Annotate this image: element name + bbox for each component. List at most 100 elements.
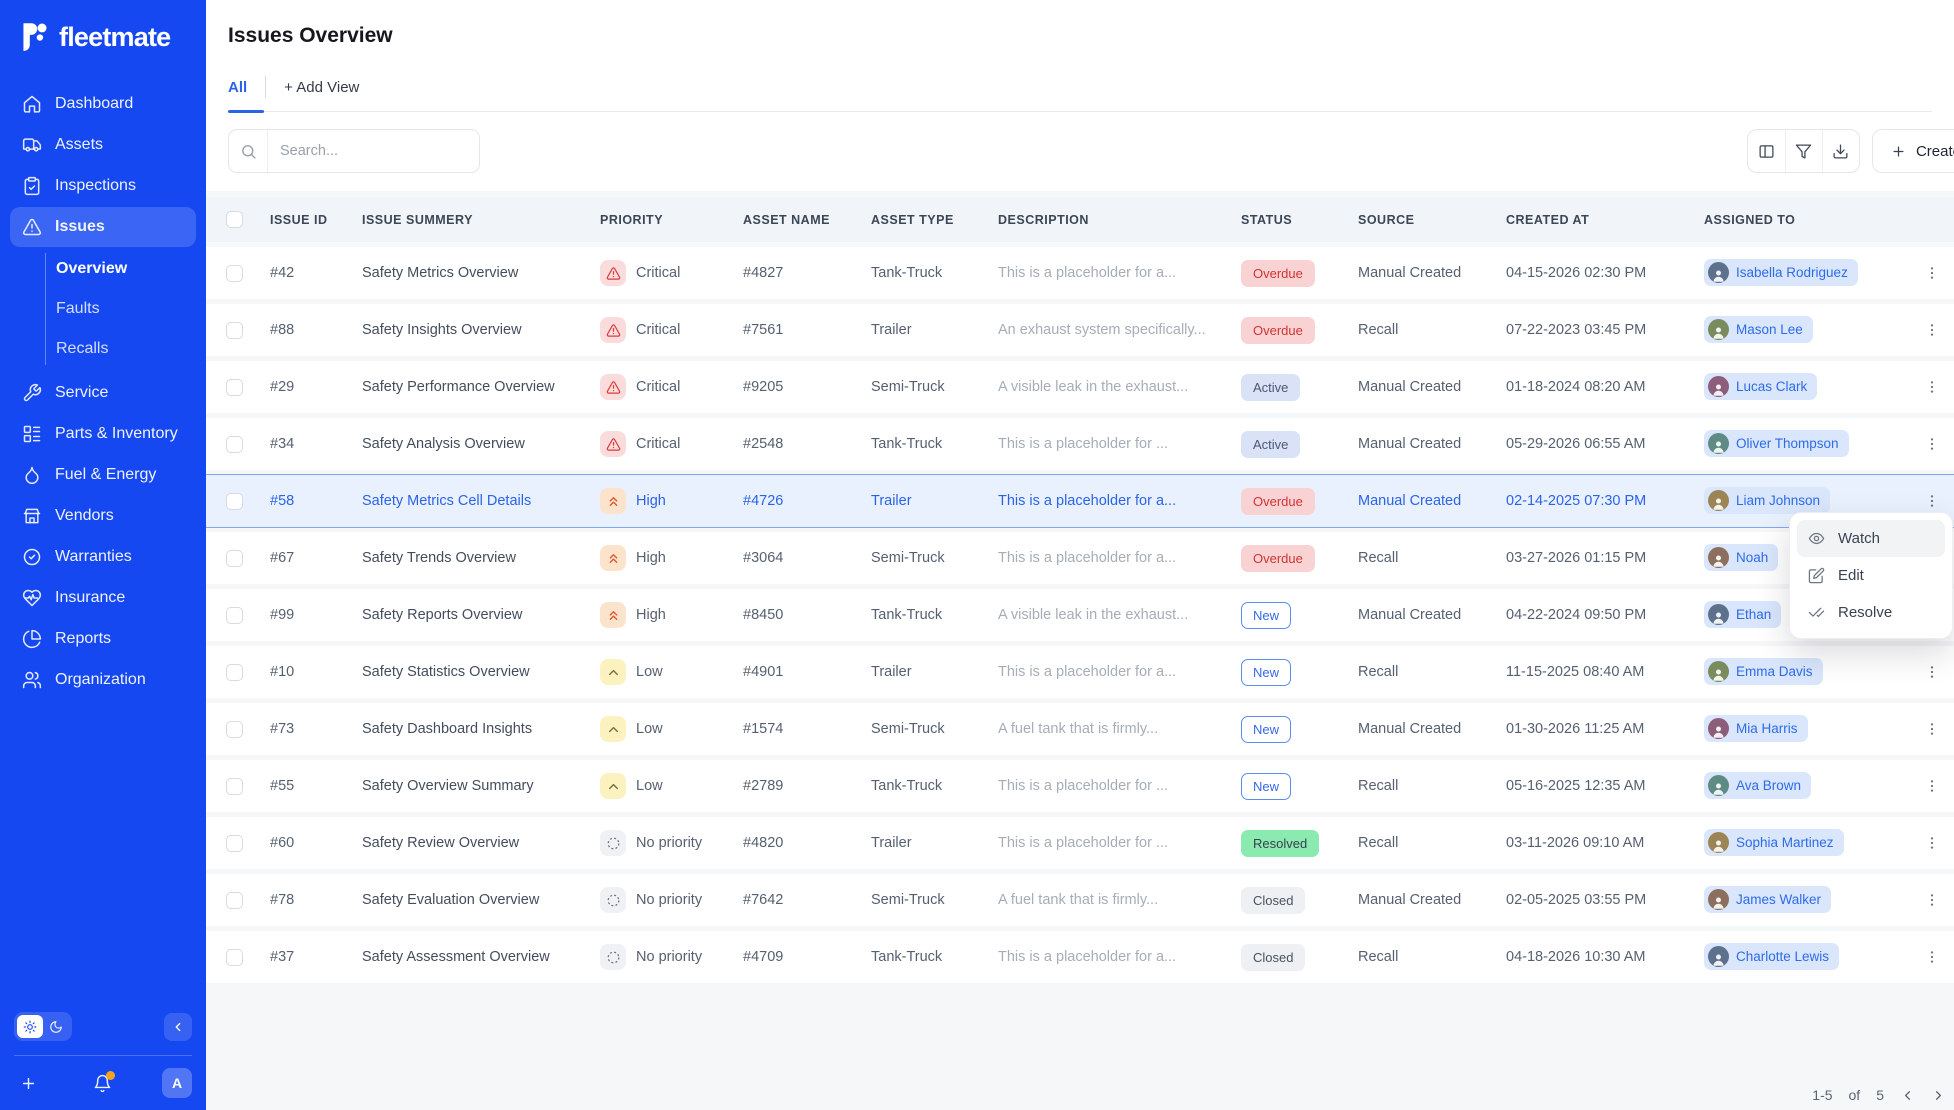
- status-cell: Overdue: [1241, 316, 1358, 344]
- row-checkbox[interactable]: [226, 435, 243, 453]
- sidebar-item-fuel-energy[interactable]: Fuel & Energy: [10, 455, 196, 495]
- assignee-pill[interactable]: Ethan: [1704, 600, 1782, 628]
- sidebar-item-vendors[interactable]: Vendors: [10, 496, 196, 536]
- chevron-up-icon: [608, 783, 618, 789]
- row-checkbox[interactable]: [226, 777, 243, 795]
- table-row[interactable]: #78 Safety Evaluation Overview No priori…: [206, 874, 1954, 926]
- assignee-pill[interactable]: Mason Lee: [1704, 315, 1813, 343]
- table-row[interactable]: #88 Safety Insights Overview Critical #7…: [206, 304, 1954, 356]
- table-row[interactable]: #73 Safety Dashboard Insights Low #1574 …: [206, 703, 1954, 755]
- status-badge: Active: [1241, 373, 1301, 401]
- user-avatar[interactable]: A: [162, 1068, 192, 1098]
- row-checkbox[interactable]: [226, 378, 243, 396]
- next-page-button[interactable]: [1931, 1088, 1946, 1103]
- row-menu-button[interactable]: [1924, 493, 1954, 509]
- assignee-pill[interactable]: Lucas Clark: [1704, 372, 1818, 400]
- sidebar-item-service[interactable]: Service: [10, 373, 196, 413]
- issue-summary-cell: Safety Overview Summary: [362, 778, 534, 794]
- sidebar-item-issues[interactable]: Issues: [10, 207, 196, 247]
- table-row[interactable]: #60 Safety Review Overview No priority #…: [206, 817, 1954, 869]
- row-checkbox[interactable]: [226, 606, 243, 624]
- download-button[interactable]: [1821, 130, 1859, 172]
- assignee-pill[interactable]: Charlotte Lewis: [1704, 942, 1840, 970]
- sidebar-item-inspections[interactable]: Inspections: [10, 166, 196, 206]
- notifications-button[interactable]: [88, 1069, 116, 1097]
- create-issue-button[interactable]: Create Issue: [1871, 129, 1954, 173]
- sidebar-subitem-overview[interactable]: Overview: [56, 260, 128, 277]
- issue-summary-cell: Safety Trends Overview: [362, 550, 516, 566]
- row-checkbox[interactable]: [226, 663, 243, 681]
- table-row[interactable]: #10 Safety Statistics Overview Low #4901…: [206, 646, 1954, 698]
- row-checkbox[interactable]: [226, 492, 243, 510]
- sidebar-item-label: Insurance: [55, 589, 126, 606]
- assignee-pill[interactable]: Sophia Martinez: [1704, 828, 1844, 856]
- sidebar-item-parts-inventory[interactable]: Parts & Inventory: [10, 414, 196, 454]
- menu-item-edit[interactable]: Edit: [1797, 557, 1945, 594]
- sidebar-collapse-button[interactable]: [164, 1012, 192, 1041]
- row-menu-button[interactable]: [1924, 379, 1954, 395]
- row-checkbox[interactable]: [226, 834, 243, 852]
- sidebar-item-insurance[interactable]: Insurance: [10, 578, 196, 618]
- add-view-button[interactable]: + Add View: [284, 78, 360, 96]
- select-all-checkbox[interactable]: [226, 211, 243, 228]
- sidebar-subitem-recalls[interactable]: Recalls: [56, 340, 109, 357]
- row-checkbox[interactable]: [226, 720, 243, 738]
- table-row[interactable]: #58 Safety Metrics Cell Details High #47…: [206, 475, 1954, 527]
- row-menu-button[interactable]: [1924, 892, 1954, 908]
- row-checkbox[interactable]: [226, 948, 243, 966]
- theme-toggle[interactable]: [14, 1012, 72, 1041]
- row-menu-button[interactable]: [1924, 265, 1954, 281]
- menu-item-watch[interactable]: Watch: [1797, 520, 1945, 557]
- row-menu-button[interactable]: [1924, 949, 1954, 965]
- sidebar-item-assets[interactable]: Assets: [10, 125, 196, 165]
- table-row[interactable]: #37 Safety Assessment Overview No priori…: [206, 931, 1954, 983]
- row-checkbox[interactable]: [226, 264, 243, 282]
- row-menu-button[interactable]: [1924, 778, 1954, 794]
- sidebar-item-dashboard[interactable]: Dashboard: [10, 84, 196, 124]
- assignee-pill[interactable]: Mia Harris: [1704, 714, 1808, 742]
- assignee-pill[interactable]: Noah: [1704, 543, 1779, 571]
- assignee-pill[interactable]: James Walker: [1704, 885, 1832, 913]
- sidebar-item-organization[interactable]: Organization: [10, 660, 196, 700]
- filter-button[interactable]: [1784, 130, 1822, 172]
- row-checkbox[interactable]: [226, 891, 243, 909]
- sidebar-subitem-faults[interactable]: Faults: [56, 300, 100, 317]
- sidebar-footer: A: [0, 1012, 206, 1110]
- assignee-pill[interactable]: Ava Brown: [1704, 771, 1812, 799]
- row-menu-button[interactable]: [1924, 322, 1954, 338]
- assignee-pill[interactable]: Oliver Thompson: [1704, 429, 1849, 457]
- kebab-icon: [1930, 780, 1934, 792]
- light-mode-button[interactable]: [17, 1015, 43, 1038]
- table-row[interactable]: #34 Safety Analysis Overview Critical #2…: [206, 418, 1954, 470]
- table-row[interactable]: #42 Safety Metrics Overview Critical #48…: [206, 247, 1954, 299]
- row-menu-button[interactable]: [1924, 721, 1954, 737]
- quick-add-button[interactable]: [14, 1069, 42, 1097]
- table-row[interactable]: #29 Safety Performance Overview Critical…: [206, 361, 1954, 413]
- table-row[interactable]: #67 Safety Trends Overview High #3064 Se…: [206, 532, 1954, 584]
- columns-button[interactable]: [1748, 130, 1785, 172]
- row-menu-button[interactable]: [1924, 835, 1954, 851]
- issue-summary-cell: Safety Insights Overview: [362, 322, 522, 338]
- row-menu-button[interactable]: [1924, 436, 1954, 452]
- assignee-pill[interactable]: Isabella Rodriguez: [1704, 258, 1858, 286]
- chevrons-up-icon: [609, 496, 617, 506]
- previous-page-button[interactable]: [1900, 1088, 1915, 1103]
- assigned-to-cell: Emma Davis: [1704, 657, 1918, 687]
- table-row[interactable]: #55 Safety Overview Summary Low #2789 Ta…: [206, 760, 1954, 812]
- table-row[interactable]: #99 Safety Reports Overview High #8450 T…: [206, 589, 1954, 641]
- tab-all[interactable]: All: [228, 78, 248, 96]
- description-cell: This is a placeholder for ...: [998, 835, 1169, 851]
- assignee-pill[interactable]: Liam Johnson: [1704, 486, 1831, 514]
- search-input[interactable]: [268, 130, 479, 172]
- pie-chart-icon: [22, 629, 42, 649]
- issues-subnav: Overview Faults Recalls: [10, 249, 196, 369]
- row-checkbox[interactable]: [226, 321, 243, 339]
- dark-mode-button[interactable]: [43, 1015, 69, 1038]
- menu-item-resolve[interactable]: Resolve: [1797, 594, 1945, 631]
- row-checkbox[interactable]: [226, 549, 243, 567]
- sidebar-item-warranties[interactable]: Warranties: [10, 537, 196, 577]
- assignee-pill[interactable]: Emma Davis: [1704, 657, 1823, 685]
- sidebar-item-reports[interactable]: Reports: [10, 619, 196, 659]
- assignee-avatar: [1708, 774, 1729, 796]
- row-menu-button[interactable]: [1924, 664, 1954, 680]
